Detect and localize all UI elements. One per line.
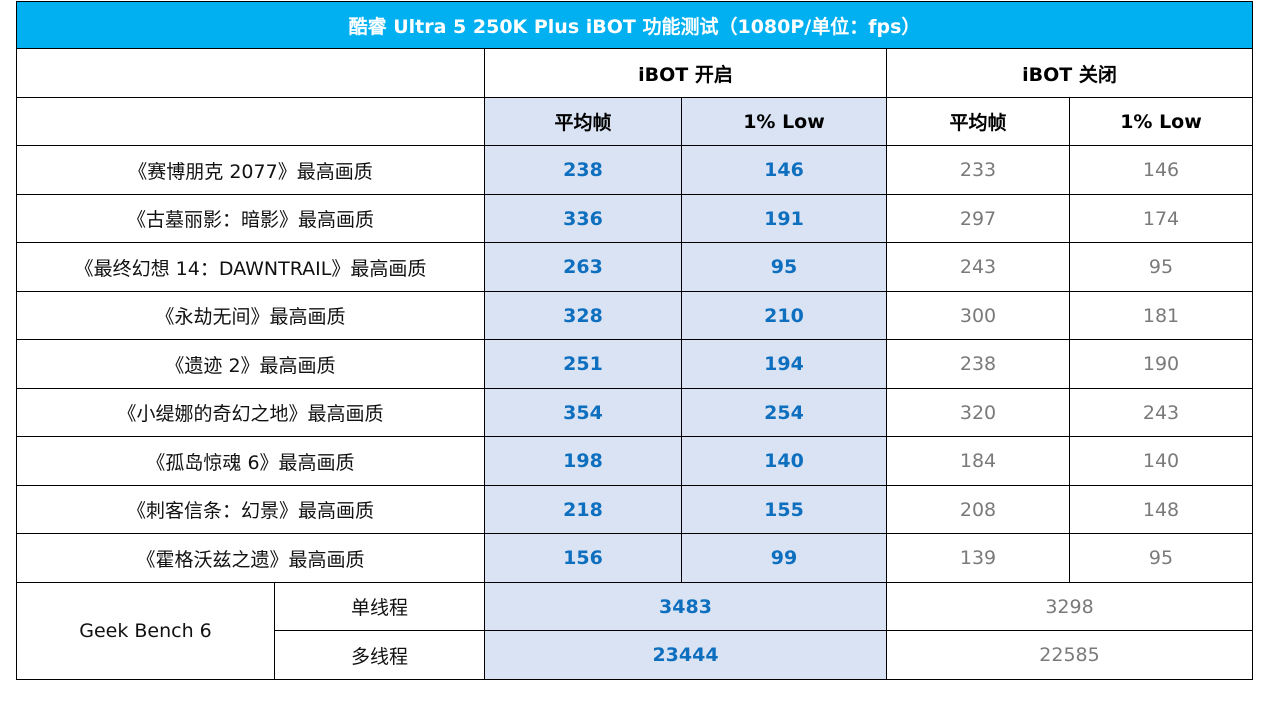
value-off-avg: 208: [886, 484, 1070, 535]
value-off-low: 146: [1069, 145, 1253, 195]
group-header-ibot-off: iBOT 关闭: [886, 48, 1253, 98]
value-off-low: 95: [1069, 242, 1253, 292]
subheader-on-avg: 平均帧: [484, 96, 682, 147]
benchmark-value-off: 22585: [886, 630, 1253, 680]
sub-header-row: 平均帧 1% Low 平均帧 1% Low: [16, 96, 1253, 147]
value-off-low: 190: [1069, 339, 1253, 389]
benchmark-test-label: 单线程: [274, 581, 485, 632]
table-row: 《赛博朋克 2077》最高画质 238 146 233 146: [16, 145, 1253, 195]
value-on-low: 95: [681, 242, 887, 292]
benchmark-row: Geek Bench 6 单线程 3483 3298: [16, 581, 1253, 681]
value-on-low: 99: [681, 533, 887, 583]
value-on-avg: 328: [484, 290, 682, 341]
value-on-low: 210: [681, 290, 887, 341]
game-name: 《古墓丽影：暗影》最高画质: [16, 193, 485, 244]
value-off-avg: 139: [886, 533, 1070, 583]
value-on-avg: 238: [484, 145, 682, 195]
game-name: 《霍格沃兹之遗》最高画质: [16, 533, 485, 583]
value-off-low: 140: [1069, 436, 1253, 486]
game-name: 《小缇娜的奇幻之地》最高画质: [16, 387, 485, 438]
value-on-avg: 263: [484, 242, 682, 292]
value-on-avg: 198: [484, 436, 682, 486]
value-on-low: 254: [681, 387, 887, 438]
table-title: 酷睿 Ultra 5 250K Plus iBOT 功能测试（1080P/单位：…: [16, 0, 1253, 50]
table-row: 《小缇娜的奇幻之地》最高画质 354 254 320 243: [16, 387, 1253, 438]
benchmark-value-on: 3483: [484, 581, 887, 632]
value-on-low: 146: [681, 145, 887, 195]
corner-cell: [16, 48, 485, 98]
value-off-avg: 320: [886, 387, 1070, 438]
value-off-low: 95: [1069, 533, 1253, 583]
value-off-avg: 297: [886, 193, 1070, 244]
value-on-avg: 251: [484, 339, 682, 389]
table-row: 《古墓丽影：暗影》最高画质 336 191 297 174: [16, 193, 1253, 244]
table-row: 《最终幻想 14：DAWNTRAIL》最高画质 263 95 243 95: [16, 242, 1253, 292]
value-on-avg: 354: [484, 387, 682, 438]
table-row: 《霍格沃兹之遗》最高画质 156 99 139 95: [16, 533, 1253, 583]
value-off-avg: 238: [886, 339, 1070, 389]
game-name: 《遗迹 2》最高画质: [16, 339, 485, 389]
game-name: 《孤岛惊魂 6》最高画质: [16, 436, 485, 486]
value-on-low: 155: [681, 484, 887, 535]
table-row: 《永劫无间》最高画质 328 210 300 181: [16, 290, 1253, 341]
value-on-low: 191: [681, 193, 887, 244]
value-off-low: 181: [1069, 290, 1253, 341]
table-row: 《遗迹 2》最高画质 251 194 238 190: [16, 339, 1253, 389]
table-row: 《刺客信条：幻景》最高画质 218 155 208 148: [16, 484, 1253, 535]
benchmark-name: Geek Bench 6: [16, 581, 275, 681]
game-name: 《永劫无间》最高画质: [16, 290, 485, 341]
value-on-avg: 336: [484, 193, 682, 244]
benchmark-table: 酷睿 Ultra 5 250K Plus iBOT 功能测试（1080P/单位：…: [16, 0, 1253, 681]
corner-cell: [16, 96, 485, 147]
value-off-avg: 233: [886, 145, 1070, 195]
group-header-row: iBOT 开启 iBOT 关闭: [16, 48, 1253, 98]
game-name: 《赛博朋克 2077》最高画质: [16, 145, 485, 195]
value-off-avg: 184: [886, 436, 1070, 486]
value-on-low: 194: [681, 339, 887, 389]
value-off-low: 174: [1069, 193, 1253, 244]
title-row: 酷睿 Ultra 5 250K Plus iBOT 功能测试（1080P/单位：…: [16, 0, 1253, 50]
subheader-off-low: 1% Low: [1069, 96, 1253, 147]
value-off-low: 243: [1069, 387, 1253, 438]
subheader-on-low: 1% Low: [681, 96, 887, 147]
value-on-avg: 218: [484, 484, 682, 535]
table-body: 酷睿 Ultra 5 250K Plus iBOT 功能测试（1080P/单位：…: [16, 0, 1253, 681]
value-off-low: 148: [1069, 484, 1253, 535]
game-name: 《刺客信条：幻景》最高画质: [16, 484, 485, 535]
game-name: 《最终幻想 14：DAWNTRAIL》最高画质: [16, 242, 485, 292]
subheader-off-avg: 平均帧: [886, 96, 1070, 147]
benchmark-value-off: 3298: [886, 581, 1253, 632]
benchmark-test-label: 多线程: [274, 630, 485, 680]
value-on-low: 140: [681, 436, 887, 486]
group-header-ibot-on: iBOT 开启: [484, 48, 887, 98]
value-on-avg: 156: [484, 533, 682, 583]
value-off-avg: 243: [886, 242, 1070, 292]
value-off-avg: 300: [886, 290, 1070, 341]
benchmark-value-on: 23444: [484, 630, 887, 680]
benchmark-row: 多线程 23444 22585: [17, 630, 1253, 680]
table-row: 《孤岛惊魂 6》最高画质 198 140 184 140: [16, 436, 1253, 486]
